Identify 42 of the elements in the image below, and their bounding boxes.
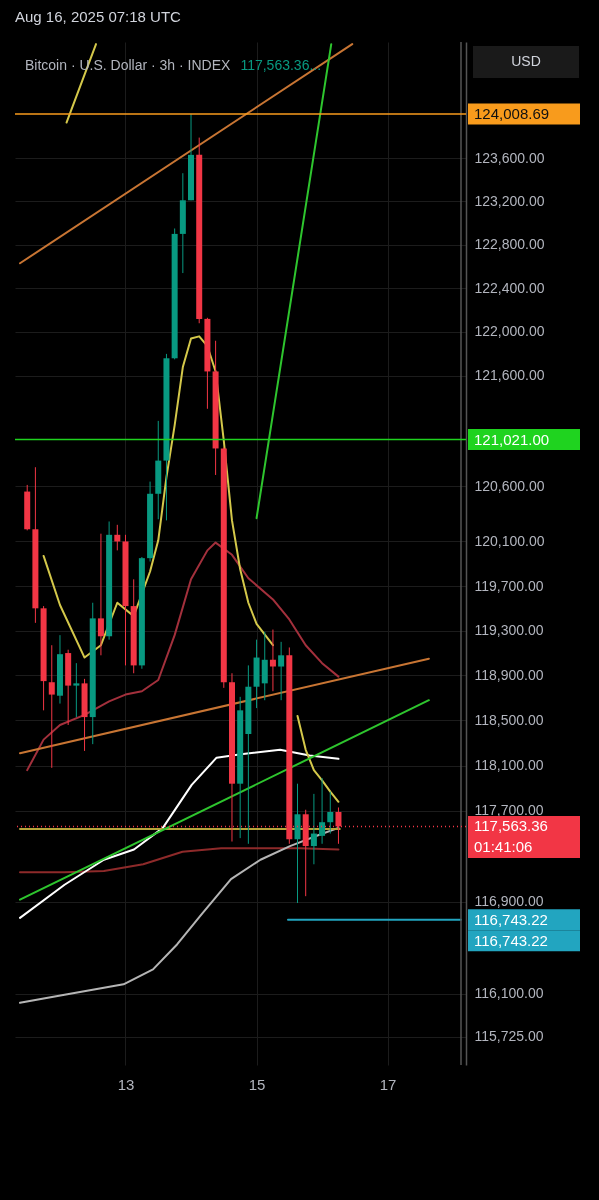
y-tick-label: 122,000.00 — [474, 323, 545, 340]
candlestick — [269, 629, 276, 692]
y-tick-label: 118,500.00 — [474, 711, 544, 728]
chart-title: Aug 16, 2025 07:18 UTC — [15, 8, 182, 26]
x-tick-label: 17 — [379, 1075, 397, 1093]
candlestick — [97, 533, 104, 656]
candlestick — [319, 777, 326, 845]
ref-line-label: 124,008.69 — [474, 105, 550, 123]
y-tick-label: 122,800.00 — [474, 236, 545, 253]
text: 116,743.22 — [474, 910, 548, 928]
line-series — [19, 847, 340, 874]
annotation: 117,563.36... — [240, 57, 322, 73]
y-tick-label: 119,300.00 — [474, 622, 544, 639]
y-tick-label: 122,400.00 — [474, 279, 545, 296]
y-tick-label: 115,725.00 — [474, 1028, 544, 1045]
y-tick-label: 117,700.00 — [474, 802, 544, 819]
candlestick — [73, 662, 80, 718]
ref-line-label: 121,021.00 — [474, 430, 550, 448]
line-series — [26, 541, 340, 772]
text: 116,743.22 — [474, 931, 548, 949]
x-tick-label: 15 — [248, 1075, 266, 1093]
candlestick — [114, 524, 121, 551]
x-tick-label: 13 — [117, 1075, 135, 1093]
candlestick — [278, 641, 285, 701]
candlestick — [48, 644, 55, 769]
y-tick-label: 116,100.00 — [474, 985, 544, 1002]
candlestick — [310, 793, 317, 865]
ref-line-label: 117,563.36 — [474, 817, 548, 835]
y-tick-label: 118,100.00 — [474, 757, 544, 774]
y-tick-label: 118,900.00 — [474, 667, 544, 683]
y-tick-label: 116,900.00 — [474, 893, 544, 910]
text: USD — [511, 53, 541, 69]
line-series — [19, 748, 340, 919]
text: 01:41:06 — [474, 838, 533, 856]
y-tick-label: 119,700.00 — [474, 577, 544, 594]
y-tick-label: 121,600.00 — [474, 367, 545, 384]
y-tick-label: 123,600.00 — [474, 149, 545, 166]
y-tick-label: 120,600.00 — [474, 477, 545, 494]
candlestick — [261, 631, 268, 701]
candlestick — [327, 791, 334, 835]
y-tick-label: 120,100.00 — [474, 532, 545, 549]
y-tick-label: 123,200.00 — [474, 192, 545, 209]
